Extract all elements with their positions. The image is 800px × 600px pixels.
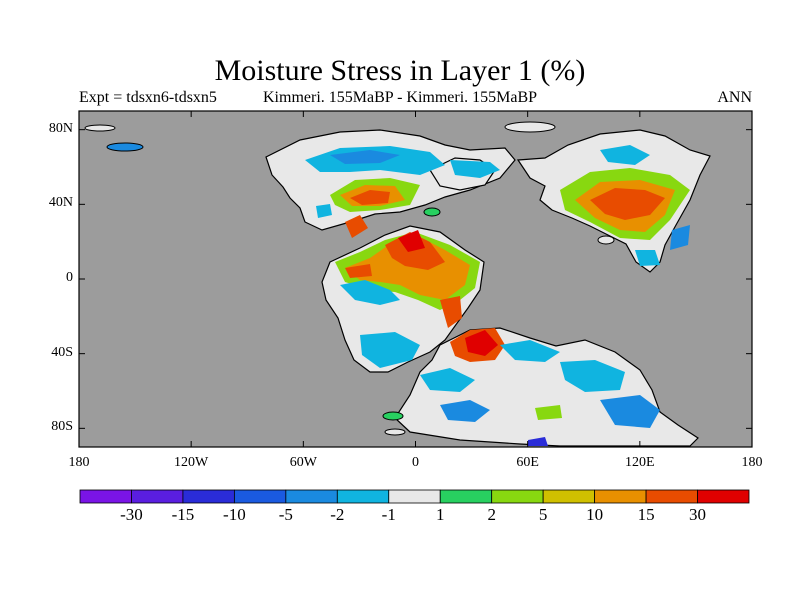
island <box>384 428 406 436</box>
colorbar <box>79 489 750 504</box>
anomaly-region-positive <box>345 236 470 300</box>
lon-tick-label: 60E <box>516 455 539 470</box>
colorbar-swatch <box>336 489 390 504</box>
anomaly-region-positive <box>535 405 562 420</box>
lon-tick-label: 180 <box>741 455 763 470</box>
lon-tick-label: 60W <box>289 455 317 470</box>
anomaly-region-positive <box>345 215 368 238</box>
anomaly-region-positive <box>345 264 372 278</box>
anomaly-region-positive <box>590 188 665 220</box>
colorbar-label: 2 <box>487 505 496 524</box>
colorbar-label: -1 <box>381 505 396 524</box>
colorbar-swatch <box>285 489 338 504</box>
colorbar-swatch <box>645 489 698 504</box>
colorbar-label: 5 <box>538 505 548 524</box>
colorbar-swatch <box>439 489 493 504</box>
lat-tick-label: 0 <box>66 270 73 285</box>
colorbar-label: 1 <box>435 505 445 524</box>
anomaly-fields <box>305 145 690 446</box>
anomaly-region-negative <box>500 340 560 362</box>
lat-tick-label: 40N <box>48 195 73 211</box>
colorbar-label: -2 <box>330 505 345 524</box>
colorbar-swatch <box>388 489 441 504</box>
lat-tick-label: 40S <box>51 344 73 360</box>
lon-tick-label: 180 <box>68 455 90 470</box>
experiment-label: Expt = tdsxn6-tdsxn5 <box>79 89 217 106</box>
colorbar-label: 10 <box>586 505 604 524</box>
island <box>382 411 404 421</box>
lat-tick-label: 80N <box>48 120 73 136</box>
anomaly-region-positive <box>350 190 390 205</box>
colorbar-swatch <box>79 489 132 504</box>
colorbar-swatch <box>697 489 750 504</box>
chart-title: Moisture Stress in Layer 1 (%) <box>214 54 586 87</box>
colorbar-swatch <box>542 489 596 504</box>
anomaly-region-negative <box>600 145 650 165</box>
anomaly-region-negative <box>360 332 420 368</box>
colorbar-label: 30 <box>689 505 707 524</box>
anomaly-region-positive <box>440 296 462 328</box>
colorbar-swatch <box>233 489 287 504</box>
map-panel <box>78 110 753 448</box>
anomaly-region-negative <box>635 250 660 266</box>
anomaly-region-positive <box>385 232 445 270</box>
colorbar-label: -10 <box>223 505 246 524</box>
island <box>106 142 144 152</box>
island <box>504 121 556 133</box>
anomaly-region-negative <box>560 360 625 392</box>
anomaly-region-negative <box>420 368 475 392</box>
island <box>84 124 116 132</box>
anomaly-region-negative <box>316 204 332 218</box>
anomaly-region-negative <box>340 280 400 305</box>
anomaly-region-negative <box>670 225 690 250</box>
colorbar-label: 15 <box>637 505 655 524</box>
anomaly-region-negative <box>330 150 400 164</box>
period-label: Kimmeri. 155MaBP - Kimmeri. 155MaBP <box>263 89 538 106</box>
lon-tick-label: 0 <box>412 455 419 470</box>
anomaly-region-negative <box>450 160 500 178</box>
island <box>597 235 615 245</box>
lon-tick-label: 120E <box>625 455 655 470</box>
anomaly-region-negative <box>440 400 490 422</box>
colorbar-swatch <box>491 489 544 504</box>
anomaly-region-negative <box>528 437 548 446</box>
anomaly-region-negative <box>600 395 660 428</box>
season-label: ANN <box>717 89 752 106</box>
colorbar-swatch <box>131 489 184 504</box>
island <box>423 207 441 217</box>
anomaly-region-positive <box>465 330 498 356</box>
colorbar-label: -15 <box>171 505 195 524</box>
colorbar-swatch <box>594 489 647 504</box>
anomaly-region-positive <box>398 230 425 252</box>
colorbar-label: -30 <box>120 505 143 524</box>
lat-tick-label: 80S <box>51 419 73 435</box>
lon-tick-label: 120W <box>174 455 209 470</box>
colorbar-swatch <box>182 489 235 504</box>
colorbar-label: -5 <box>278 505 293 524</box>
map-ticks <box>78 111 753 447</box>
